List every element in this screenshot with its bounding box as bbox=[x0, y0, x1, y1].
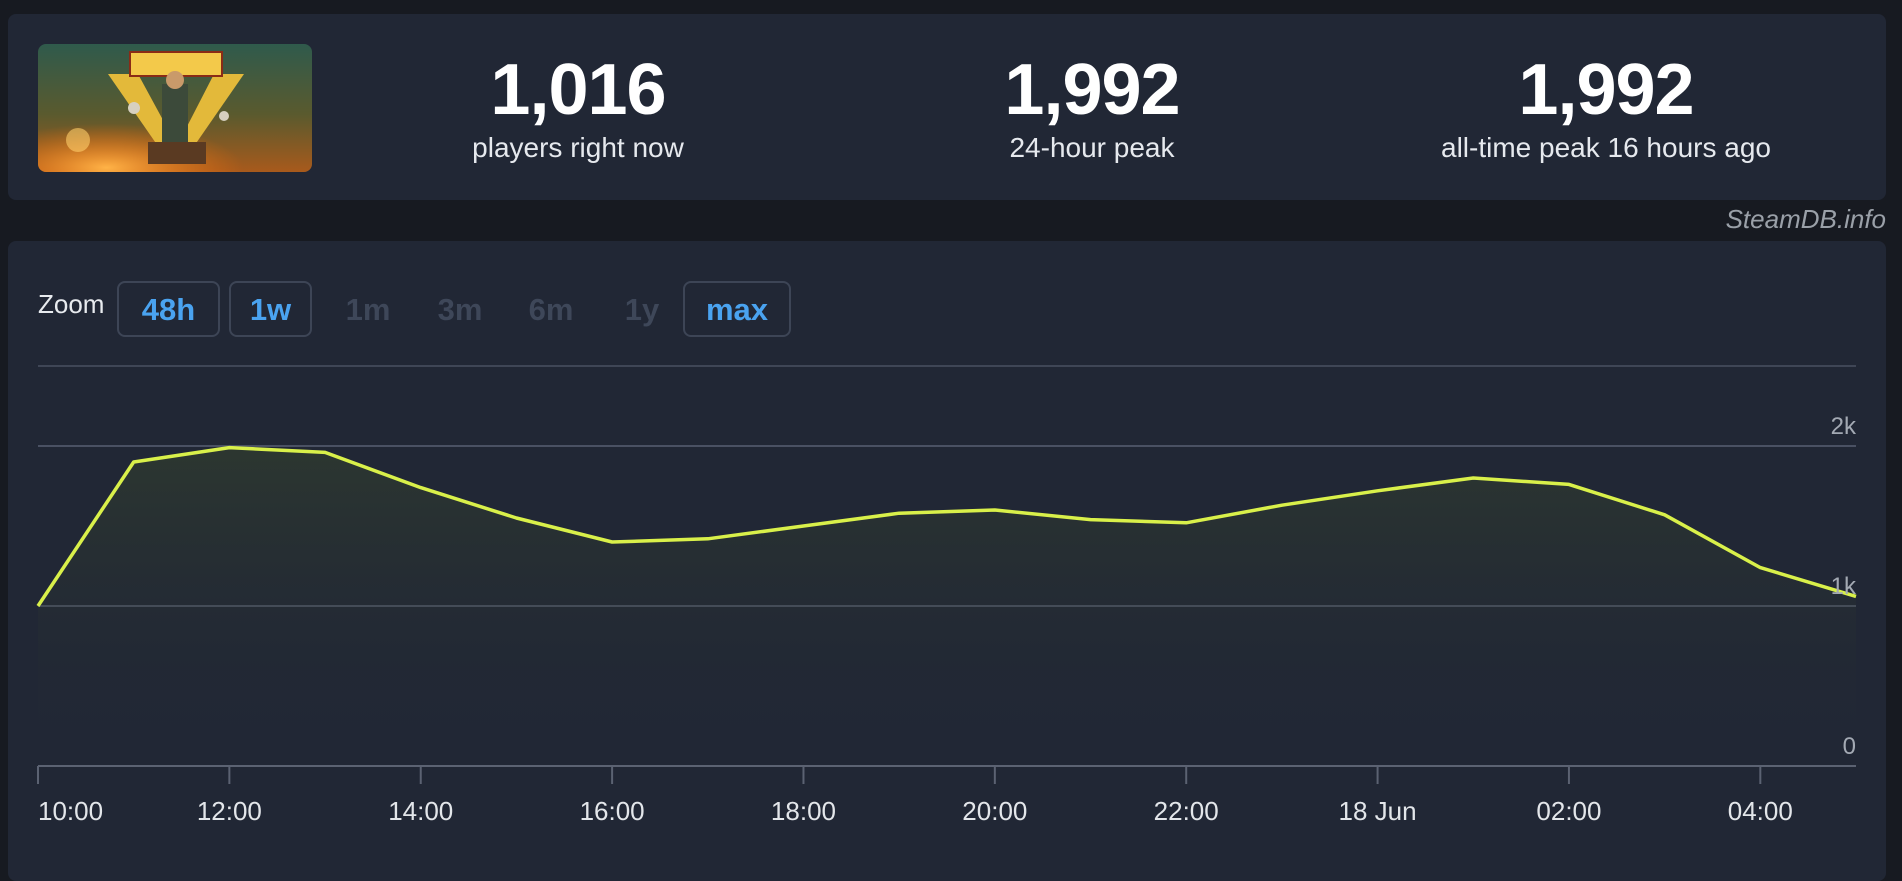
series-line[interactable] bbox=[36, 445, 1857, 607]
data-point[interactable] bbox=[702, 533, 714, 545]
x-tick-label: 04:00 bbox=[1728, 796, 1793, 826]
game-artwork-image bbox=[38, 44, 312, 172]
data-point[interactable] bbox=[1372, 485, 1384, 497]
data-point[interactable] bbox=[223, 442, 235, 454]
data-point[interactable] bbox=[989, 504, 1001, 516]
current-players-value: 1,016 bbox=[490, 50, 666, 130]
x-axis: 10:00 12:00 14:00 16:00 18:00 20:00 22:00 18 Ju… bbox=[37, 766, 1793, 826]
y-tick-label: 2k bbox=[1831, 413, 1857, 440]
peak-24h-label: 24-hour peak bbox=[1009, 132, 1175, 163]
x-tick-label: 02:00 bbox=[1536, 796, 1601, 826]
data-point[interactable] bbox=[128, 456, 140, 468]
data-point[interactable] bbox=[606, 536, 618, 548]
all-time-peak-stat: 1,992 all-time peak 16 hours ago bbox=[1326, 48, 1886, 164]
data-point[interactable] bbox=[797, 520, 809, 532]
zoom-controls: Zoom 48h 1w 1m 3m 6m 1y max bbox=[8, 241, 1886, 341]
chart-series bbox=[32, 442, 1857, 612]
steamdb-credit-link[interactable]: SteamDB.info bbox=[1725, 204, 1886, 234]
data-point[interactable] bbox=[1563, 478, 1575, 490]
x-tick-label: 10:00 bbox=[38, 796, 103, 826]
peak-24h-value: 1,992 bbox=[1004, 50, 1180, 130]
data-point[interactable] bbox=[319, 446, 331, 458]
chart-area bbox=[38, 447, 1856, 766]
zoom-1y-button[interactable]: 1y bbox=[624, 292, 660, 327]
data-point[interactable] bbox=[1467, 472, 1479, 484]
zoom-48h-button[interactable]: 48h bbox=[117, 281, 220, 337]
data-point[interactable] bbox=[32, 600, 44, 612]
x-tick-label: 22:00 bbox=[1154, 796, 1219, 826]
x-tick-label: 16:00 bbox=[580, 796, 645, 826]
x-tick-label: 18:00 bbox=[771, 796, 836, 826]
peak-24h-stat: 1,992 24-hour peak bbox=[812, 48, 1372, 164]
x-tick-label: 14:00 bbox=[388, 796, 453, 826]
stats-panel: 1,016 players right now 1,992 24-hour pe… bbox=[8, 14, 1886, 200]
zoom-6m-button[interactable]: 6m bbox=[528, 292, 574, 327]
all-time-peak-value: 1,992 bbox=[1518, 50, 1694, 130]
data-point[interactable] bbox=[1180, 517, 1192, 529]
player-count-chart[interactable]: 10:00 12:00 14:00 16:00 18:00 20:00 22:00 18 Ju… bbox=[0, 241, 1902, 862]
zoom-1w-button[interactable]: 1w bbox=[229, 281, 312, 337]
data-point[interactable] bbox=[1276, 499, 1288, 511]
zoom-label: Zoom bbox=[38, 289, 105, 319]
current-players-label: players right now bbox=[472, 132, 684, 163]
x-tick-label: 20:00 bbox=[962, 796, 1027, 826]
data-point[interactable] bbox=[1085, 514, 1097, 526]
zoom-1m-button[interactable]: 1m bbox=[345, 292, 391, 327]
data-point[interactable] bbox=[1659, 509, 1671, 521]
current-players-stat: 1,016 players right now bbox=[298, 48, 858, 164]
y-tick-label: 0 bbox=[1843, 733, 1856, 760]
data-point[interactable] bbox=[1754, 562, 1766, 574]
series-area-fill bbox=[38, 447, 1856, 766]
data-point[interactable] bbox=[510, 512, 522, 524]
data-point[interactable] bbox=[415, 482, 427, 494]
y-axis: 0 1k 2k bbox=[1831, 413, 1857, 760]
all-time-peak-label: all-time peak 16 hours ago bbox=[1441, 132, 1771, 163]
y-tick-label: 1k bbox=[1831, 573, 1857, 600]
game-thumbnail[interactable] bbox=[38, 44, 312, 172]
x-tick-label: 18 Jun bbox=[1339, 796, 1417, 826]
zoom-max-button[interactable]: max bbox=[683, 281, 791, 337]
data-point[interactable] bbox=[893, 507, 905, 519]
zoom-3m-button[interactable]: 3m bbox=[437, 292, 483, 327]
x-tick-label: 12:00 bbox=[197, 796, 262, 826]
